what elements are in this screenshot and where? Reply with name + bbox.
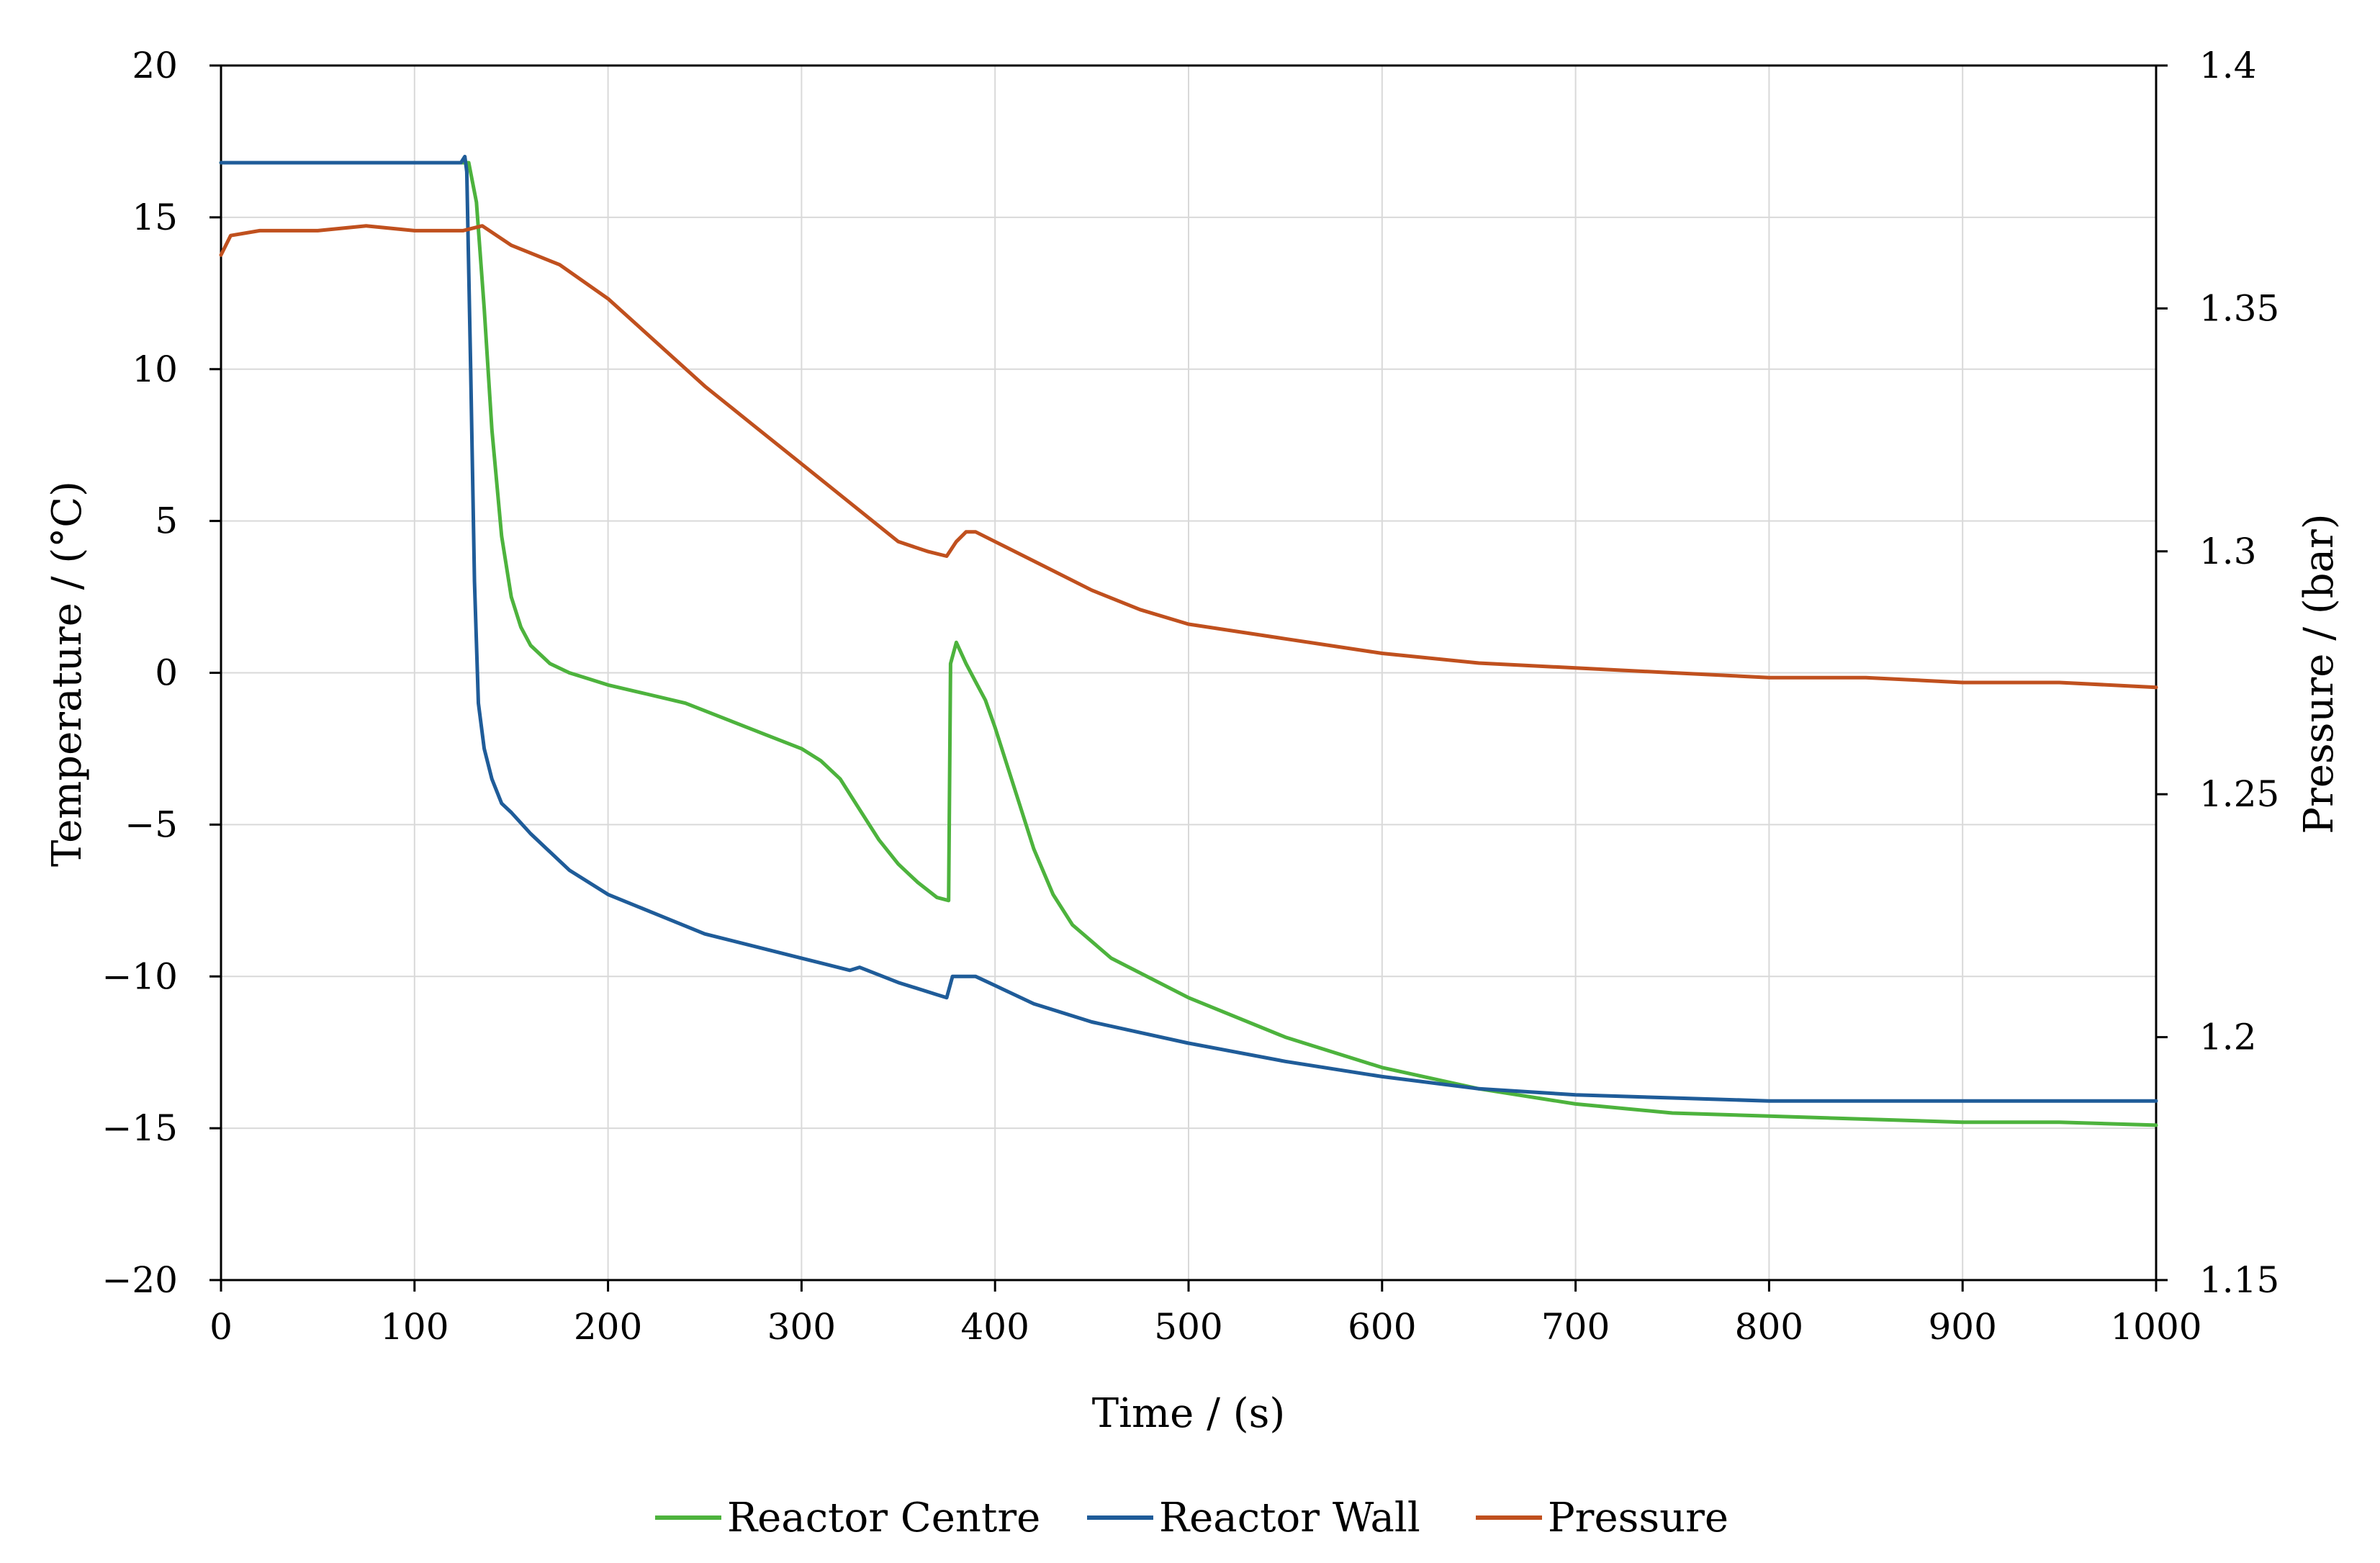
series-line-pressure [219, 224, 2158, 690]
y-right-tick-label: 1.15 [2199, 1259, 2279, 1301]
series-line-reactor-centre [219, 161, 2158, 1127]
legend-label-reactor-wall: Reactor Wall [1159, 1495, 1420, 1541]
legend-label-reactor-centre: Reactor Centre [727, 1495, 1040, 1541]
y-right-tick-label: 1.2 [2199, 1017, 2257, 1058]
y-left-tick-label: −5 [125, 803, 178, 845]
y-left-tick-label: −10 [102, 955, 178, 997]
y-right-axis-title: Pressure / (bar) [2296, 513, 2343, 834]
y-left-tick-label: 5 [155, 500, 178, 542]
x-tick-label: 0 [209, 1306, 233, 1348]
y-left-tick-label: −20 [102, 1259, 178, 1301]
y-left-tick-label: 10 [132, 348, 178, 390]
x-axis-ticks: 0 100 200 300 400 500 600 700 800 900 1000 [209, 1280, 2202, 1348]
y-left-tick-label: 20 [132, 45, 178, 86]
y-right-tick-label: 1.3 [2199, 531, 2257, 572]
legend-label-pressure: Pressure [1548, 1495, 1728, 1541]
x-tick-label: 300 [767, 1306, 836, 1348]
y-right-axis-ticks: 1.4 1.35 1.3 1.25 1.2 1.15 [2156, 45, 2279, 1301]
x-tick-label: 1000 [2110, 1306, 2201, 1348]
y-right-tick-label: 1.35 [2199, 287, 2279, 329]
series-lines [219, 155, 2158, 1127]
x-tick-label: 500 [1154, 1306, 1222, 1348]
x-tick-label: 200 [574, 1306, 642, 1348]
x-tick-label: 700 [1541, 1306, 1610, 1348]
y-left-tick-label: 0 [155, 652, 178, 694]
x-tick-label: 800 [1735, 1306, 1803, 1348]
x-tick-label: 900 [1928, 1306, 1996, 1348]
legend: Reactor Centre Reactor Wall Pressure [655, 1495, 1728, 1541]
x-axis-title: Time / (s) [1092, 1390, 1285, 1437]
y-right-tick-label: 1.4 [2199, 45, 2257, 86]
x-tick-label: 100 [380, 1306, 448, 1348]
y-left-tick-label: 15 [132, 197, 178, 238]
y-left-tick-label: −15 [102, 1107, 178, 1149]
y-left-axis-title: Temperature / (°C) [44, 481, 91, 867]
series-line-reactor-wall [219, 155, 2158, 1103]
y-right-tick-label: 1.25 [2199, 773, 2279, 815]
y-left-axis-ticks: 20 15 10 5 0 −5 −10 −15 −20 [102, 45, 221, 1301]
x-tick-label: 400 [960, 1306, 1029, 1348]
x-tick-label: 600 [1348, 1306, 1416, 1348]
